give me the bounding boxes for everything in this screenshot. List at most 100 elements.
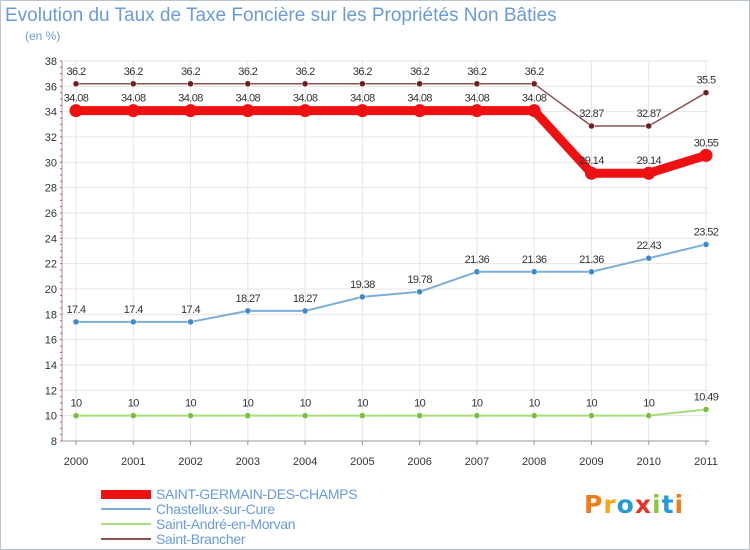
data-point <box>588 412 595 419</box>
data-point <box>584 166 598 180</box>
data-point <box>530 412 538 419</box>
data-label: 22.43 <box>636 240 661 252</box>
y-tick-label: 24 <box>45 233 57 245</box>
legend-item-chastellux: Chastellux-sur-Cure <box>101 501 275 517</box>
data-point <box>416 412 423 419</box>
legend-swatch <box>101 489 151 499</box>
data-point <box>416 288 423 296</box>
chart-title: Evolution du Taux de Taxe Foncière sur l… <box>5 5 557 26</box>
data-point <box>130 318 137 326</box>
data-label: 32.87 <box>636 108 661 120</box>
logo-letter: t <box>661 490 675 519</box>
x-tick-label: 2006 <box>407 456 431 468</box>
data-point <box>130 80 137 88</box>
data-point <box>645 254 652 262</box>
data-point <box>72 80 80 88</box>
data-point <box>473 412 481 419</box>
data-label: 34.08 <box>522 93 547 105</box>
data-point <box>645 412 652 419</box>
data-label: 19.78 <box>407 274 432 286</box>
data-label: 18.27 <box>236 293 261 305</box>
data-label: 29.14 <box>579 155 604 167</box>
data-point <box>244 307 252 315</box>
data-label: 21.36 <box>579 254 604 266</box>
data-point <box>184 104 198 118</box>
data-point <box>473 268 481 276</box>
data-point <box>130 412 137 419</box>
data-label: 36.2 <box>296 66 315 78</box>
data-label: 34.08 <box>407 93 432 105</box>
data-point <box>530 268 538 276</box>
data-label: 36.2 <box>353 66 372 78</box>
series-line <box>71 106 711 178</box>
data-label: 10 <box>128 398 140 410</box>
data-label: 36.2 <box>124 66 143 78</box>
y-tick-label: 22 <box>45 259 57 271</box>
data-point <box>473 80 481 88</box>
y-tick-label: 34 <box>45 107 57 119</box>
logo-letter: i <box>652 490 662 519</box>
data-label: 10 <box>414 398 426 410</box>
data-point <box>244 80 252 88</box>
data-point <box>702 406 710 413</box>
data-label: 32.87 <box>579 108 604 120</box>
data-label: 10 <box>185 398 197 410</box>
x-tick-label: 2002 <box>178 456 202 468</box>
data-label: 10 <box>70 398 82 410</box>
data-label: 35.5 <box>696 75 715 87</box>
data-point <box>416 80 423 88</box>
data-point <box>72 318 80 326</box>
data-label: 34.08 <box>121 93 146 105</box>
data-label: 17.4 <box>124 304 143 316</box>
data-point <box>588 268 595 276</box>
x-tick-label: 2009 <box>579 456 603 468</box>
data-label: 30.55 <box>694 137 719 149</box>
data-label: 29.14 <box>636 155 661 167</box>
data-point <box>69 104 83 118</box>
data-point <box>187 318 194 326</box>
data-point <box>702 89 710 96</box>
data-point <box>527 104 541 118</box>
legend-item-saint-germain: SAINT-GERMAIN-DES-CHAMPS <box>101 486 358 502</box>
data-label: 18.27 <box>293 293 318 305</box>
data-point <box>187 80 194 88</box>
data-point <box>359 80 366 88</box>
x-tick-label: 2003 <box>236 456 260 468</box>
legend-label: Chastellux-sur-Cure <box>156 501 275 517</box>
x-tick-label: 2008 <box>522 456 546 468</box>
series-line <box>75 408 707 417</box>
proxiti-logo: Proxiti <box>584 490 684 519</box>
data-label: 10 <box>471 398 483 410</box>
data-point <box>359 293 366 301</box>
x-tick-label: 2005 <box>350 456 374 468</box>
data-point <box>699 148 713 162</box>
y-tick-label: 18 <box>45 309 57 321</box>
data-point <box>470 104 484 118</box>
data-label: 10 <box>529 398 541 410</box>
logo-letter: i <box>674 490 685 519</box>
data-label: 36.2 <box>467 66 486 78</box>
y-tick-label: 30 <box>45 157 57 169</box>
logo-letter: x <box>634 490 652 519</box>
data-label: 23.52 <box>694 226 719 238</box>
data-label: 34.08 <box>465 93 490 105</box>
data-point <box>642 166 656 180</box>
legend-item-saint-andre: Saint-André-en-Morvan <box>101 516 296 532</box>
data-label: 36.2 <box>66 66 85 78</box>
data-label: 10.49 <box>694 391 719 403</box>
data-point <box>301 307 309 315</box>
x-tick-label: 2010 <box>636 456 660 468</box>
data-point <box>359 412 366 419</box>
data-point <box>355 104 369 118</box>
x-tick-label: 2011 <box>694 456 718 468</box>
data-label: 10 <box>586 398 598 410</box>
data-point <box>298 104 312 118</box>
y-tick-label: 36 <box>45 81 57 93</box>
y-tick-label: 14 <box>45 360 57 372</box>
data-point <box>241 104 255 118</box>
data-label: 34.08 <box>64 93 89 105</box>
y-tick-label: 10 <box>45 411 57 423</box>
y-tick-label: 28 <box>45 183 57 195</box>
legend-label: Saint-Brancher <box>156 531 246 547</box>
